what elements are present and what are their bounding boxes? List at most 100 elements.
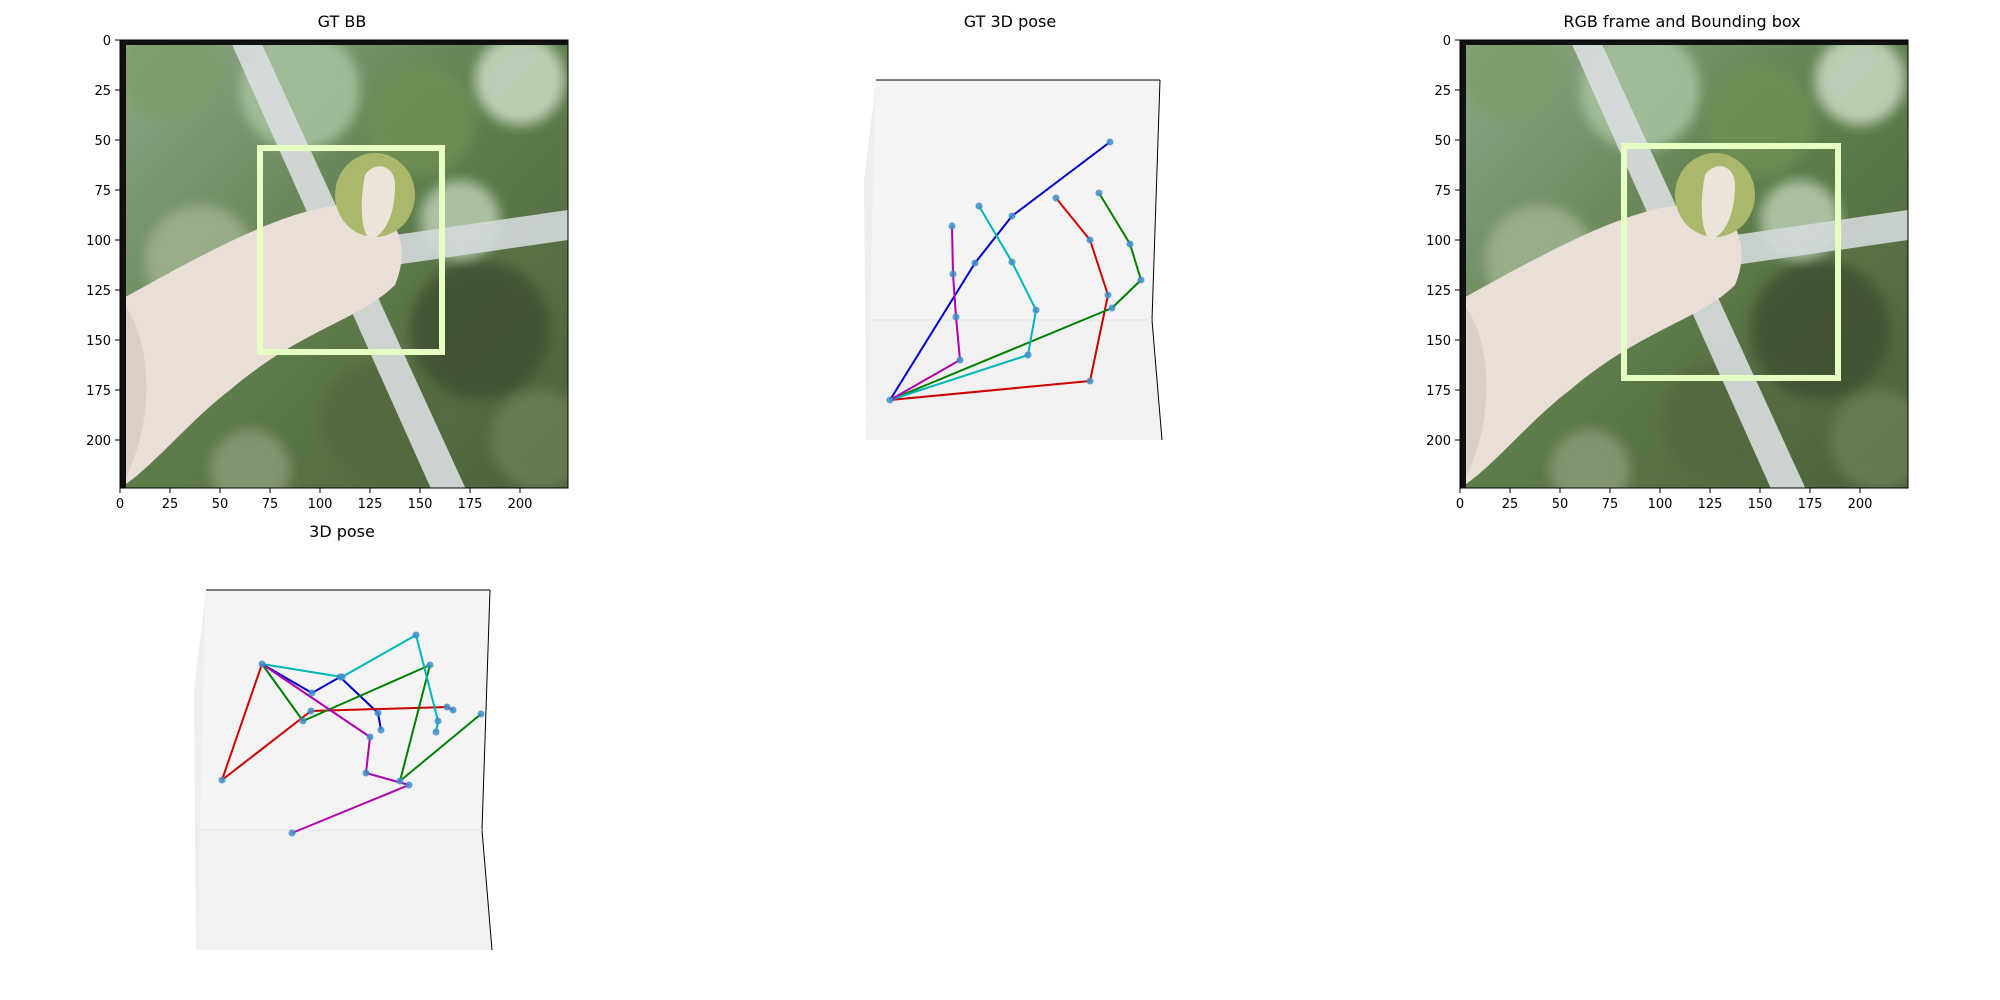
joint-point xyxy=(299,717,307,725)
joint-point xyxy=(218,776,226,784)
joint-point xyxy=(308,689,316,697)
y-tick-label: 75 xyxy=(94,184,111,199)
joint-point xyxy=(971,259,979,267)
joint-point xyxy=(1126,240,1134,248)
x-tick-label: 175 xyxy=(1798,497,1823,512)
middle-bone xyxy=(889,307,1113,401)
thumb-bone xyxy=(889,262,976,401)
joint-point xyxy=(374,709,382,717)
ring-bone xyxy=(261,663,343,678)
joint-point xyxy=(362,769,370,777)
joint-point xyxy=(948,222,956,230)
joint-point xyxy=(949,270,957,278)
axes-frame xyxy=(1459,39,1909,489)
thumb-shape xyxy=(361,166,395,240)
joint-point xyxy=(1095,189,1103,197)
pinky-bone xyxy=(291,784,410,834)
rgb-frame-image-plot: 0 25 50 75 100 125 150 175 200 0 25 50 75 100 125 150 17… xyxy=(1426,34,1909,512)
thumb-bone xyxy=(974,215,1013,264)
joint-point xyxy=(338,673,346,681)
foliage-blob xyxy=(1815,40,1905,125)
box-edge xyxy=(1151,319,1163,441)
joint-point xyxy=(1086,377,1094,385)
x-tick-label: 125 xyxy=(358,497,383,512)
bounding-box xyxy=(257,145,445,355)
y-tick-label: 100 xyxy=(1426,234,1451,249)
arm-shape xyxy=(1460,204,1742,488)
x-tick-label: 75 xyxy=(1602,497,1619,512)
y-tick-label: 175 xyxy=(86,384,111,399)
x-tick-label: 100 xyxy=(308,497,333,512)
y-tick-label: 100 xyxy=(86,234,111,249)
gt-bb-image-plot: 0 25 50 75 100 125 150 175 200 0 25 50 75 100 125 150 17… xyxy=(86,34,569,512)
y-tick-label: 150 xyxy=(86,334,111,349)
x-tick-label: 25 xyxy=(162,497,179,512)
joint-point xyxy=(412,631,420,639)
side-pane xyxy=(194,590,206,950)
back-pane xyxy=(870,80,1160,320)
joint-point xyxy=(307,707,315,715)
joint-point xyxy=(1108,304,1116,312)
foliage-blob xyxy=(410,260,550,400)
joint-point xyxy=(1008,258,1016,266)
pinky-bone xyxy=(261,663,371,738)
image-edge xyxy=(1460,40,1908,45)
thumb-shape xyxy=(1701,166,1735,240)
gt-3d-pose-title: GT 3D pose xyxy=(963,12,1057,31)
index-bone xyxy=(889,380,1091,401)
x-tick-label: 100 xyxy=(1648,497,1673,512)
y-tick-label: 125 xyxy=(86,284,111,299)
pinky-bone xyxy=(952,273,957,318)
rgb-frame-title: RGB frame and Bounding box xyxy=(1563,12,1801,31)
pinky-bone xyxy=(951,225,954,275)
ring-bone xyxy=(1027,309,1037,356)
joint-point xyxy=(1032,306,1040,314)
3d-pose-title: 3D pose xyxy=(309,522,375,541)
ring-bone xyxy=(1011,261,1037,311)
gt-3d-pose-plot xyxy=(864,79,1163,441)
x-tick-label: 50 xyxy=(212,497,229,512)
thumb-bone xyxy=(1011,141,1111,217)
x-tick-label: 200 xyxy=(1848,497,1873,512)
joint-point xyxy=(443,703,451,711)
pinky-bone xyxy=(955,316,961,361)
floor-pane xyxy=(196,830,492,950)
foliage-blob xyxy=(475,40,565,125)
pinky-bone xyxy=(889,359,961,401)
x-tick-label: 200 xyxy=(508,497,533,512)
index-bone xyxy=(310,706,448,712)
box-edge xyxy=(1151,79,1161,321)
thumb-bone xyxy=(339,676,379,714)
x-tick-label: 175 xyxy=(458,497,483,512)
joint-point xyxy=(1104,291,1112,299)
joint-point xyxy=(956,356,964,364)
arm-shadow xyxy=(1460,300,1487,488)
middle-bone xyxy=(1098,192,1131,245)
y-tick-label: 50 xyxy=(1434,134,1451,149)
middle-bone xyxy=(1111,279,1142,309)
y-tick-label: 0 xyxy=(1443,34,1451,49)
joint-point xyxy=(886,396,894,404)
x-tick-label: 25 xyxy=(1502,497,1519,512)
joint-point xyxy=(1008,212,1016,220)
x-tick-label: 150 xyxy=(1748,497,1773,512)
foliage-blob xyxy=(1750,260,1890,400)
ring-bone xyxy=(341,634,417,678)
x-tick-label: 125 xyxy=(1698,497,1723,512)
x-tick-label: 0 xyxy=(1456,497,1464,512)
ring-bone xyxy=(889,354,1029,401)
joint-point xyxy=(1086,236,1094,244)
middle-bone xyxy=(261,663,304,722)
photo-background xyxy=(120,40,568,488)
foliage-blob xyxy=(1460,40,1560,120)
ring-bone xyxy=(978,205,1013,263)
joint-point xyxy=(426,661,434,669)
joint-point xyxy=(1137,276,1145,284)
thumb-bone xyxy=(311,676,341,694)
foliage-blob xyxy=(490,390,568,488)
joint-point xyxy=(366,733,374,741)
index-bone xyxy=(1055,197,1091,241)
x-tick-label: 75 xyxy=(262,497,279,512)
joint-point xyxy=(1024,351,1032,359)
joint-point xyxy=(1052,194,1060,202)
